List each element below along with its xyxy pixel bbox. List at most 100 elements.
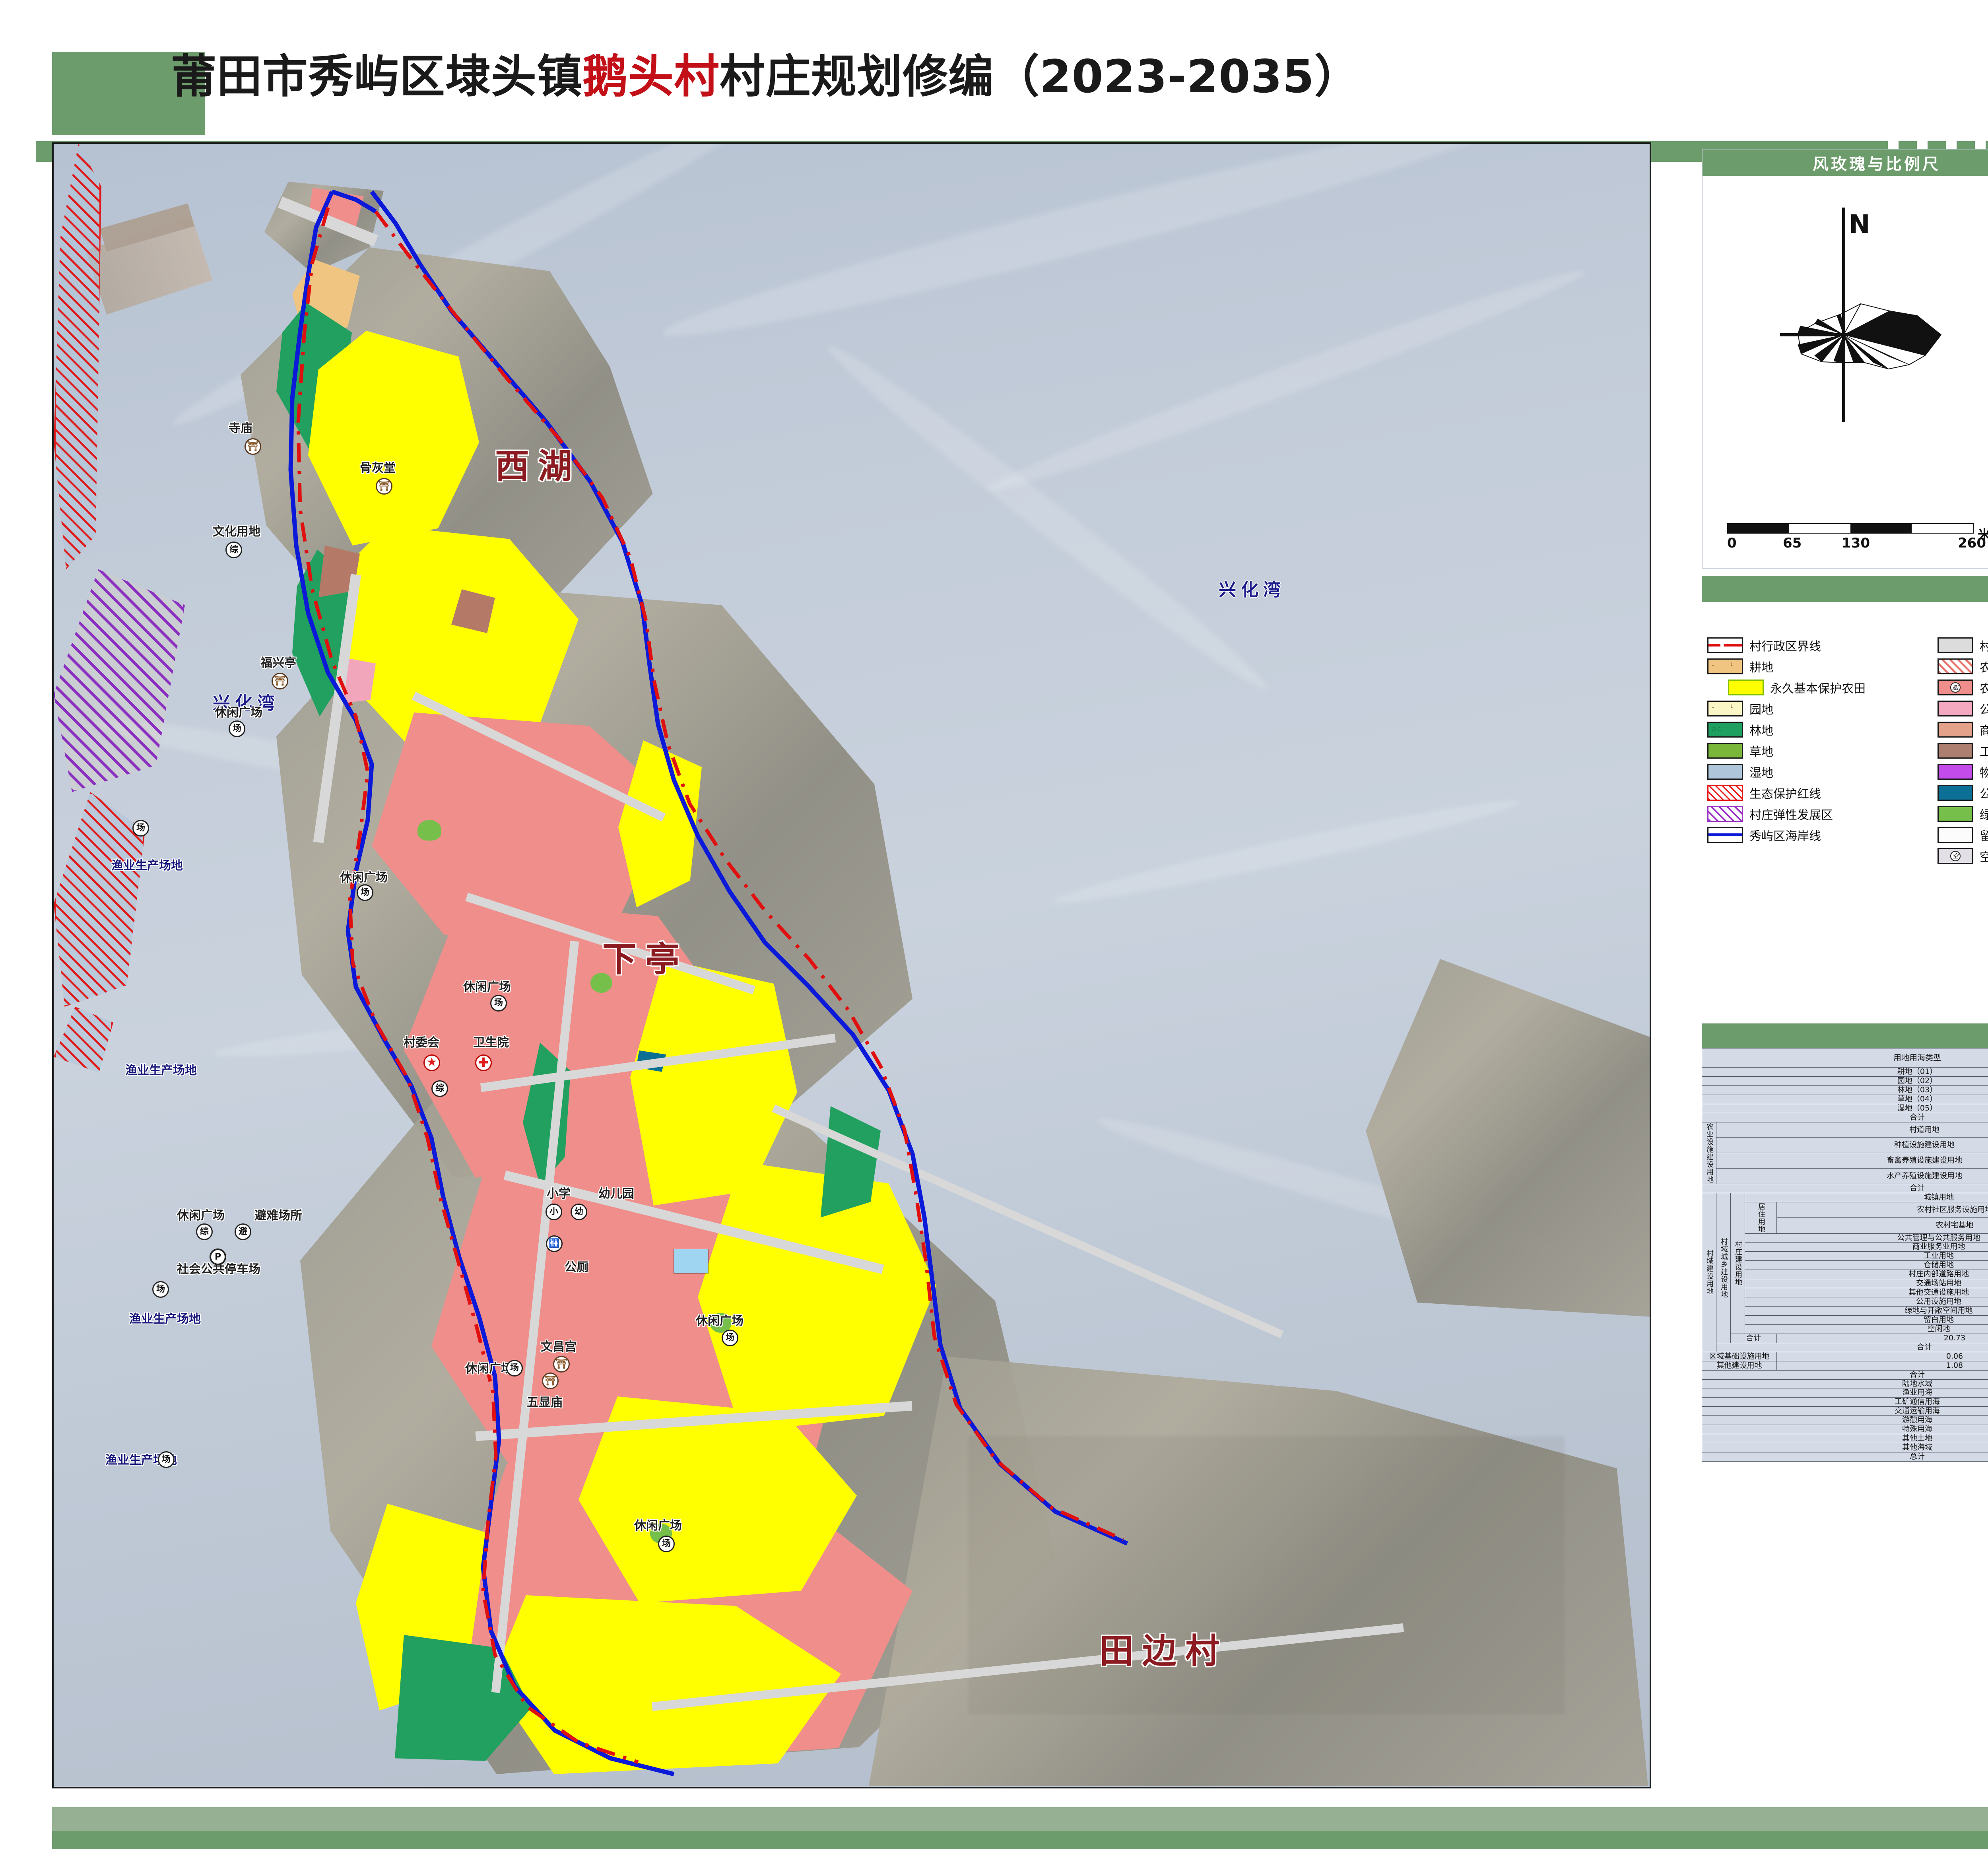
plaza-icon: 场 — [158, 1451, 175, 1468]
table-row: 合计21.8840.0421.8439.96-0.04 — [1702, 1370, 1988, 1380]
public-service-swatch-icon — [1937, 700, 1973, 716]
legend-item[interactable]: 绿地与开敞空间用地 — [1937, 803, 1988, 824]
table-row: 仓储用地0.050.100.000.00-0.05 — [1702, 1260, 1988, 1270]
table-row: 其他海域0.000.000.000.000.00 — [1702, 1443, 1988, 1452]
sea-texture — [1050, 790, 1522, 913]
table-row-label: 总计 — [1702, 1452, 1988, 1462]
legend-item-label: 园地 — [1749, 703, 1773, 717]
table-row: 绿地与开敞空间用地0.000.000.120.210.12 — [1702, 1306, 1988, 1316]
legend-item[interactable]: 工业用地 — [1937, 740, 1988, 761]
legend-item-label: 工业用地 — [1979, 745, 1988, 759]
village-committee-icon: ★ — [423, 1054, 440, 1071]
main-map[interactable]: 兴化湾 兴化湾 西湖 下亭 田边村 寺庙 骨灰堂 文化用地 福兴亭 休闲广场 休… — [52, 142, 1651, 1788]
legend-item[interactable]: 公用设施用地 — [1937, 782, 1988, 803]
header-accent-block-left — [52, 52, 205, 135]
map-label-plaza: 休闲广场 — [696, 1314, 744, 1328]
legend-item[interactable]: 村行政区界线 — [1707, 635, 1938, 656]
legend-item[interactable]: 商业服务业用地 — [1937, 719, 1988, 740]
green-open-space-swatch-icon — [1937, 806, 1973, 822]
legend-item-label: 绿地与开敞空间用地 — [1979, 808, 1988, 822]
shelter-icon: 避 — [235, 1223, 251, 1240]
table-body: 耕地（01）23.6143.2123.6943.350.07园地（02）0.00… — [1702, 1067, 1988, 1462]
village-road-swatch-icon — [1937, 637, 1973, 653]
map-label-ossuary: 骨灰堂 — [360, 461, 396, 475]
land-texture — [968, 1436, 1565, 1714]
legend-item[interactable]: 草地 — [1707, 740, 1938, 761]
ossuary-icon: ⛩ — [376, 478, 392, 495]
table-row-label: 陆地水域 — [1702, 1379, 1988, 1389]
table-row: 草地（04）0.000.000.000.000.00 — [1702, 1094, 1988, 1104]
legend-col2-head: 农村居民点建设用地 — [1938, 614, 1988, 635]
legend-item[interactable]: 村庄内部道路用地 — [1937, 635, 1988, 656]
title-prefix: 莆田市秀屿区埭头镇 — [171, 50, 583, 103]
legend-item[interactable]: 湿地 — [1707, 761, 1938, 782]
map-label-plaza: 休闲广场 — [465, 1362, 513, 1376]
table-row-label: 公共管理与公共服务用地 — [1745, 1233, 1988, 1243]
table-row-label: 留白用地 — [1745, 1315, 1988, 1325]
legend-item[interactable]: 留白用地 — [1937, 824, 1988, 845]
map-label-plaza: 休闲广场 — [215, 706, 262, 720]
legend-item[interactable]: 园地 — [1707, 698, 1938, 719]
map-label-plaza: 休闲广场 — [340, 871, 388, 885]
table-row-label: 园地（02） — [1702, 1076, 1988, 1086]
logistics-swatch-icon — [1937, 763, 1973, 780]
map-label-shelter: 避难场所 — [254, 1209, 302, 1223]
table-row-label: 特殊用海 — [1702, 1425, 1988, 1435]
legend-item-label: 公共管理与公共服务用地 — [1979, 703, 1988, 717]
table-row-label: 农村宅基地 — [1776, 1217, 1988, 1234]
legend-item[interactable]: 秀屿区海岸线 — [1707, 824, 1938, 845]
comprehensive-facility-icon: 综 — [225, 542, 242, 558]
zone-eco-red-line — [54, 792, 145, 1007]
table-cell-value: 1.08 — [1776, 1361, 1988, 1371]
community-service-swatch-icon: 服 — [1937, 679, 1973, 695]
legend-item-label: 林地 — [1749, 724, 1773, 738]
map-label-fishery-site: 渔业生产场地 — [129, 1312, 201, 1326]
page-title: 莆田市秀屿区埭头镇鹅头村村庄规划修编（2023-2035） — [171, 47, 1360, 107]
table-row-label: 农村社区服务设施用地 — [1776, 1202, 1988, 1218]
table-row-label: 其他海域 — [1702, 1443, 1988, 1452]
table-row-label: 商业服务业用地 — [1745, 1242, 1988, 1252]
map-label-fishery-site: 渔业生产场地 — [111, 859, 183, 873]
legend-item[interactable]: 公共管理与公共服务用地 — [1937, 698, 1988, 719]
legend-item-label: 留白用地 — [1979, 829, 1988, 843]
scale-tick-65: 65 — [1783, 535, 1802, 551]
zone-green-open-space — [417, 820, 441, 841]
table-row: 空闲地0.000.000.000.000.00 — [1702, 1324, 1988, 1334]
permanent-farmland-swatch-icon — [1728, 679, 1764, 695]
legend-item[interactable]: 耕地 — [1707, 656, 1938, 677]
table-row-label: 绿地与开敞空间用地 — [1745, 1306, 1988, 1316]
eco-red-line-swatch-icon — [1707, 784, 1743, 801]
table-row-label: 湿地（05） — [1702, 1103, 1988, 1113]
legend-item[interactable]: 村庄弹性发展区 — [1707, 803, 1938, 824]
utility-swatch-icon — [1937, 784, 1973, 801]
map-label-wenchang-palace: 文昌宫 — [541, 1340, 577, 1354]
legend-item[interactable]: 生态保护红线 — [1707, 782, 1938, 803]
legend-item[interactable]: 服 农村社区服务设施用地 — [1937, 677, 1988, 698]
legend-item-label: 公用设施用地 — [1979, 787, 1988, 801]
table-row: 农业设施建设用地村道用地1.182.161.492.730.31 — [1702, 1122, 1988, 1184]
legend-item[interactable]: 空 空闲地 — [1937, 845, 1988, 866]
sea-texture — [818, 334, 1277, 702]
comprehensive-facility-icon: 综 — [196, 1223, 213, 1240]
table-header-row-1: 用地用海类型 规划基期年 规划目标年 用地调整（公顷） — [1702, 1048, 1988, 1068]
legend-item[interactable]: 物流仓储用地 — [1937, 761, 1988, 782]
orchard-swatch-icon — [1707, 700, 1743, 716]
comprehensive-facility-icon: 综 — [431, 1080, 448, 1097]
legend-item[interactable]: 农村宅基地 — [1937, 656, 1988, 677]
table-row-label: 合计 — [1702, 1113, 1988, 1122]
legend-item[interactable]: 永久基本保护农田 — [1707, 677, 1938, 698]
title-village-highlight: 鹅头村 — [582, 50, 720, 103]
map-label-primary-school: 小学 — [547, 1187, 571, 1201]
sheet-header: 莆田市秀屿区埭头镇鹅头村村庄规划修编（2023-2035） 村域综合规划图 — [0, 0, 1988, 162]
temple-icon: ⛩ — [245, 438, 261, 455]
map-label-bay: 兴化湾 — [213, 693, 280, 713]
legend-item[interactable]: 林地 — [1707, 719, 1938, 740]
table-row-label: 其他土地 — [1702, 1434, 1988, 1444]
table-row: 村庄内部道路用地0.380.700.821.500.44 — [1702, 1270, 1988, 1279]
footer-bar-dark — [52, 1831, 1988, 1849]
flexible-dev-zone-swatch-icon — [1707, 806, 1743, 822]
rural-homestead-swatch-icon — [1937, 658, 1973, 674]
north-indicator-label: N — [1849, 210, 1870, 239]
scale-unit-label: 米 — [1978, 527, 1988, 543]
